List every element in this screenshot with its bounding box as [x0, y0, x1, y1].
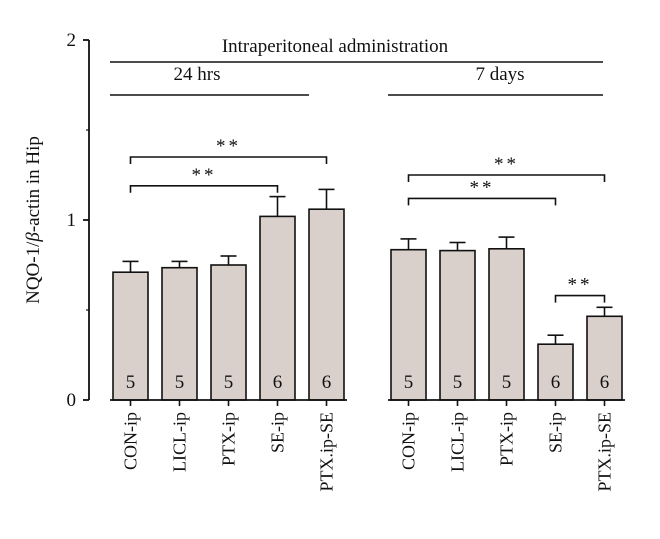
y-tick-label: 0: [67, 390, 77, 411]
x-tick-label: CON-ip: [121, 412, 141, 470]
bar: [390, 248, 427, 401]
significance-label: **: [494, 154, 519, 175]
bar-n-label: 5: [453, 372, 463, 393]
bar: [586, 315, 623, 401]
x-tick-label: SE-ip: [546, 412, 566, 453]
bars: 5 5 5 6 6 5 5 5 6 6: [110, 188, 625, 401]
x-tick-label: PTX-ip: [219, 412, 239, 466]
bar: [112, 271, 149, 401]
bar-n-label: 5: [175, 372, 185, 393]
group-label-24hrs: 24 hrs: [174, 64, 221, 85]
x-tick-label: CON-ip: [399, 412, 419, 470]
bar-n-label: 6: [322, 372, 332, 393]
chart-title: Intraperitoneal administration: [222, 36, 449, 57]
header-annotation: Intraperitoneal administration 24 hrs 7 …: [110, 36, 603, 96]
y-tick-label: 1: [67, 210, 77, 231]
x-tick-label: SE-ip: [268, 412, 288, 453]
bar-n-label: 5: [224, 372, 234, 393]
y-axis-label: NQO-1/β-actin in Hip: [23, 136, 44, 304]
significance-bracket: [554, 294, 606, 303]
y-axis: 0 1 2: [67, 30, 90, 411]
significance-bracket: [407, 174, 606, 182]
significance-bracket: [129, 156, 328, 164]
significance-label: **: [568, 275, 593, 296]
x-tick-label: PTX.ip-SE: [317, 412, 337, 492]
bar-n-label: 5: [502, 372, 512, 393]
significance-bracket: [407, 197, 557, 206]
x-tick-label: PTX-ip: [497, 412, 517, 466]
significance-label: **: [192, 165, 217, 186]
bar-n-label: 5: [126, 372, 136, 393]
bar-n-label: 6: [600, 372, 610, 393]
bar-n-label: 6: [551, 372, 561, 393]
significance-bracket: [129, 185, 279, 193]
bar-n-label: 5: [404, 372, 414, 393]
x-tick-label: LICL-ip: [170, 412, 190, 472]
bar: [210, 264, 247, 401]
x-tick-label: PTX.ip-SE: [595, 412, 615, 492]
bar: [488, 248, 525, 401]
y-tick-label: 2: [67, 30, 77, 51]
significance-label: **: [470, 177, 495, 198]
x-tick-labels: CON-ip LICL-ip PTX-ip SE-ip PTX.ip-SE CON-ip L…: [121, 400, 615, 492]
x-tick-label: LICL-ip: [448, 412, 468, 472]
bar-n-label: 6: [273, 372, 283, 393]
group-label-7days: 7 days: [475, 64, 524, 85]
bar: [308, 208, 345, 401]
bar: [439, 249, 476, 401]
significance-label: **: [216, 136, 241, 157]
bar: [537, 343, 574, 401]
significance-brackets: **********: [129, 136, 606, 303]
bar: [259, 215, 296, 401]
